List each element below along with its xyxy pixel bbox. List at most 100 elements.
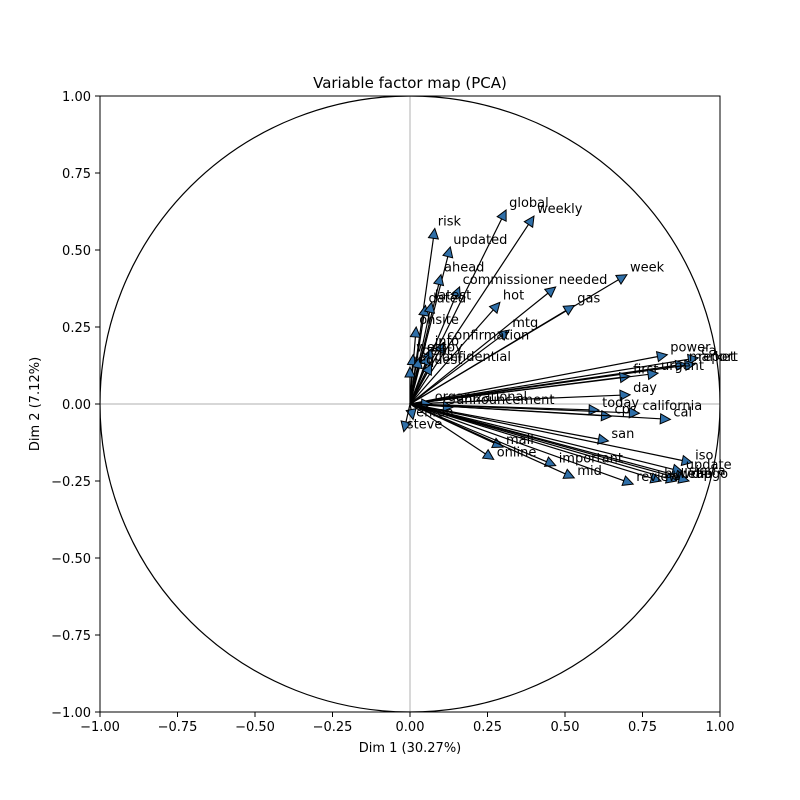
variable-label-mtg: mtg [512, 316, 538, 331]
arrow-head-california [628, 407, 641, 419]
variable-label-updated: updated [453, 233, 507, 248]
x-axis-label: Dim 1 (30.27%) [359, 741, 462, 756]
arrow-shaft-dated [409, 315, 425, 405]
arrow-head-dept [411, 356, 423, 370]
x-tick-label: 0.25 [473, 720, 502, 735]
arrow-shaft-mid [409, 403, 566, 475]
variable-label-request: request [413, 353, 462, 368]
arrow-head-risk [427, 227, 440, 240]
variable-label-iso: iso [695, 449, 713, 464]
variable-label-copy: copy [432, 341, 463, 356]
variable-label-west: west [416, 341, 447, 356]
variable-label-diego: diego [692, 467, 728, 482]
arrow-head-bulletin [649, 472, 663, 484]
y-tick-label: 0.00 [62, 398, 91, 413]
x-tick-label: 0.75 [628, 720, 657, 735]
arrow-head-latest [423, 301, 436, 314]
arrow-head-gas [562, 304, 576, 316]
arrow-shaft-power [409, 356, 658, 405]
arrow-shaft-ca [409, 358, 689, 405]
y-tick-label: 0.75 [62, 167, 91, 182]
variable-label-power: power [670, 341, 711, 356]
arrow-head-san [597, 433, 610, 445]
y-tick-label: 0.25 [62, 321, 91, 336]
y-axis-label: Dim 2 (7.12%) [28, 357, 43, 451]
arrow-head-confidential [421, 362, 433, 376]
x-tick-label: 1.00 [706, 720, 735, 735]
variable-label-needed: needed [559, 273, 608, 288]
arrow-head-needed [543, 286, 557, 299]
variable-label-ahead: ahead [444, 261, 484, 276]
arrow-shaft-urgent [409, 373, 649, 405]
arrow-head-iso [680, 454, 694, 467]
arrow-shaft-global [409, 218, 503, 405]
variable-label-info: info [435, 335, 459, 350]
variable-label-commissioner: commissioner [463, 273, 554, 288]
y-tick-label: −0.50 [51, 552, 91, 567]
variable-label-today: today [602, 396, 639, 411]
variable-label-california: california [642, 399, 702, 414]
arrow-head-ahead [432, 273, 445, 287]
x-tick-label: −0.25 [313, 720, 353, 735]
arrow-head-online [481, 448, 495, 461]
variable-label-steve: steve [407, 418, 443, 433]
variable-label-organizational: organizational [435, 390, 527, 405]
arrow-head-today [588, 404, 601, 416]
variable-label-dept: dept [422, 344, 452, 359]
variable-label-confirmation: confirmation [447, 328, 529, 343]
variable-label-cal: cal [673, 405, 692, 420]
y-tick-label: 0.50 [62, 244, 91, 259]
arrow-shaft-iso [409, 403, 683, 462]
arrow-shaft-gas [409, 310, 567, 405]
arrow-head-day [619, 389, 632, 402]
variable-label-latest: latest [435, 288, 472, 303]
variable-label-san: san [611, 427, 634, 442]
y-tick-label: −1.00 [51, 706, 91, 721]
variable-label-week: week [630, 261, 665, 276]
arrow-head-important [543, 456, 557, 467]
arrow-head-mid [562, 468, 576, 479]
arrow-shaft-dept [409, 367, 418, 405]
arrow-head-week [615, 274, 628, 286]
variable-label-wrap: wrap [680, 467, 712, 482]
arrow-head-mtg [497, 329, 511, 342]
variable-label-bulletin: bulletin [664, 467, 713, 482]
x-tick-label: −0.75 [158, 720, 198, 735]
arrow-shaft-needed [409, 292, 549, 405]
x-tick-label: 0.00 [396, 720, 425, 735]
variable-label-sierra: sierra [689, 464, 726, 479]
variable-label-confidential: confidential [435, 350, 511, 365]
arrow-head-urgent [646, 368, 660, 381]
arrow-shaft-online [409, 403, 486, 455]
arrow-head-market [674, 359, 688, 372]
variable-label-onsite: onsite [419, 313, 459, 328]
variable-label-global: global [509, 196, 549, 211]
arrow-head-commissioner [450, 285, 461, 299]
variable-label-dated: dated [429, 291, 467, 306]
arrow-head-confirmation [433, 341, 445, 355]
arrow-shaft-san [409, 403, 599, 440]
arrow-head-copy [419, 353, 431, 367]
variable-label-hot: hot [503, 288, 524, 303]
arrow-head-updated [442, 245, 454, 259]
variable-label-market: market [689, 350, 735, 365]
variable-label-mid: mid [577, 464, 602, 479]
arrow-shaft-bulletin [409, 403, 652, 479]
x-tick-label: −1.00 [80, 720, 120, 735]
arrow-shaft-report [409, 364, 686, 405]
arrow-head-weekly [523, 215, 535, 229]
variable-label-announcement: announcement [456, 393, 554, 408]
arrow-head-review [621, 475, 635, 487]
y-tick-label: −0.75 [51, 629, 91, 644]
arrow-shaft-steve [405, 403, 411, 423]
variable-label-ca: ca [701, 344, 716, 359]
variable-label-urgent: urgent [661, 359, 704, 374]
variable-label-gas: gas [577, 291, 600, 306]
arrow-head-west [406, 353, 419, 366]
arrow-head-request [404, 365, 416, 378]
y-tick-label: 1.00 [62, 90, 91, 105]
arrow-shaft-mtg [409, 335, 502, 405]
arrow-shaft-hot [409, 309, 494, 405]
